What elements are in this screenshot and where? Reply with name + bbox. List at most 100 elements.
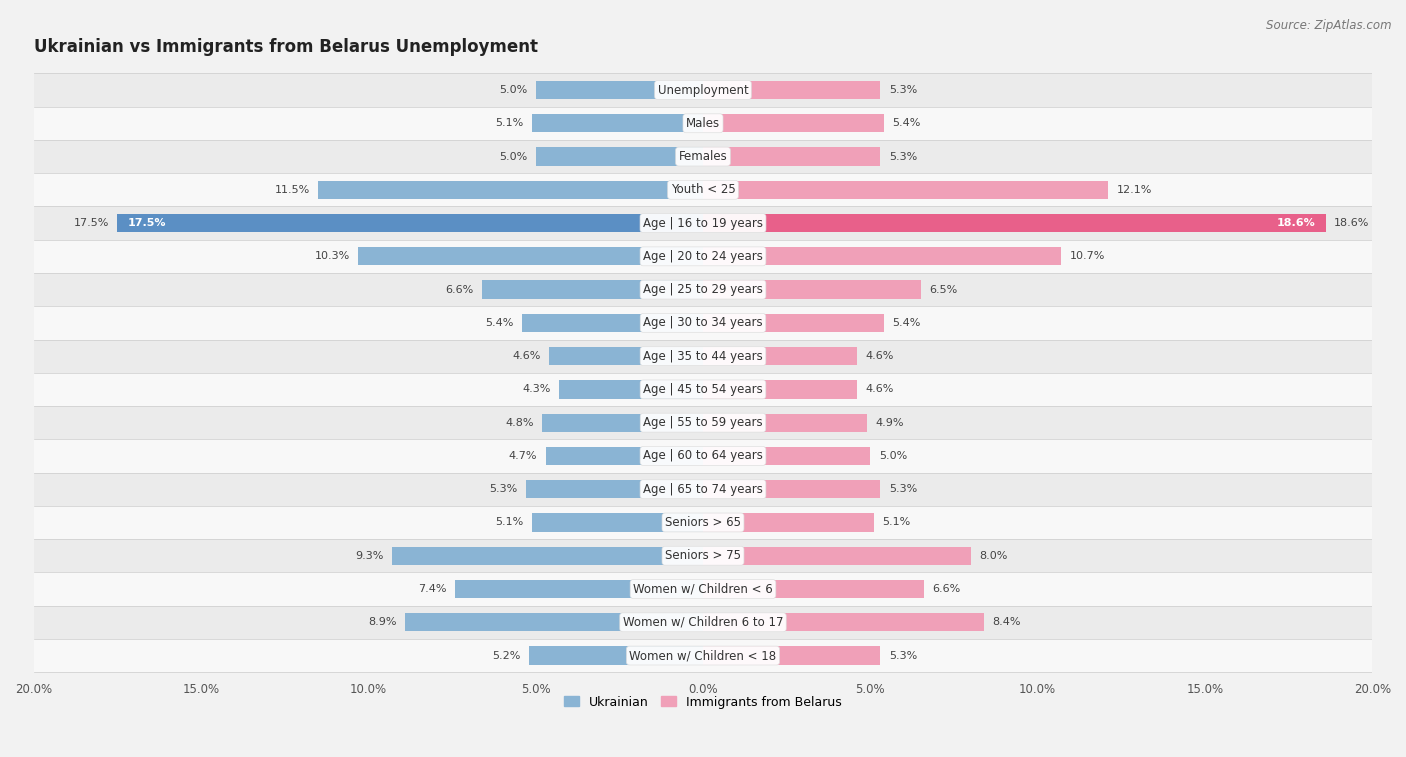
- Bar: [34, 240, 1372, 273]
- Bar: [536, 81, 703, 99]
- Text: Seniors > 65: Seniors > 65: [665, 516, 741, 529]
- Text: 10.7%: 10.7%: [1070, 251, 1105, 261]
- Text: Youth < 25: Youth < 25: [671, 183, 735, 196]
- Bar: [703, 380, 858, 398]
- Bar: [703, 81, 880, 99]
- Bar: [533, 114, 703, 132]
- Text: 9.3%: 9.3%: [354, 551, 384, 561]
- Text: Age | 16 to 19 years: Age | 16 to 19 years: [643, 217, 763, 229]
- Text: 5.2%: 5.2%: [492, 650, 520, 661]
- Text: 4.9%: 4.9%: [876, 418, 904, 428]
- Bar: [546, 447, 703, 465]
- Bar: [703, 181, 1108, 199]
- Text: Age | 60 to 64 years: Age | 60 to 64 years: [643, 450, 763, 463]
- Bar: [34, 572, 1372, 606]
- Text: Ukrainian vs Immigrants from Belarus Unemployment: Ukrainian vs Immigrants from Belarus Une…: [34, 38, 537, 56]
- Text: Males: Males: [686, 117, 720, 129]
- Text: 4.6%: 4.6%: [512, 351, 541, 361]
- Bar: [34, 439, 1372, 472]
- Bar: [703, 214, 1326, 232]
- Text: Age | 20 to 24 years: Age | 20 to 24 years: [643, 250, 763, 263]
- Legend: Ukrainian, Immigrants from Belarus: Ukrainian, Immigrants from Belarus: [560, 690, 846, 714]
- Text: Unemployment: Unemployment: [658, 83, 748, 96]
- Bar: [318, 181, 703, 199]
- Text: 5.0%: 5.0%: [879, 451, 907, 461]
- Bar: [392, 547, 703, 565]
- Bar: [34, 307, 1372, 339]
- Bar: [405, 613, 703, 631]
- Text: Seniors > 75: Seniors > 75: [665, 550, 741, 562]
- Bar: [703, 547, 970, 565]
- Bar: [34, 339, 1372, 372]
- Text: 18.6%: 18.6%: [1277, 218, 1316, 228]
- Text: 4.6%: 4.6%: [865, 385, 894, 394]
- Bar: [34, 506, 1372, 539]
- Bar: [533, 513, 703, 531]
- Bar: [34, 539, 1372, 572]
- Bar: [34, 273, 1372, 307]
- Text: Age | 25 to 29 years: Age | 25 to 29 years: [643, 283, 763, 296]
- Bar: [34, 406, 1372, 439]
- Text: 5.0%: 5.0%: [499, 85, 527, 95]
- Bar: [34, 173, 1372, 207]
- Text: 5.1%: 5.1%: [496, 518, 524, 528]
- Bar: [703, 114, 884, 132]
- Text: 12.1%: 12.1%: [1116, 185, 1152, 195]
- Text: Source: ZipAtlas.com: Source: ZipAtlas.com: [1267, 19, 1392, 32]
- Bar: [34, 372, 1372, 406]
- Text: Age | 45 to 54 years: Age | 45 to 54 years: [643, 383, 763, 396]
- Bar: [560, 380, 703, 398]
- Text: 6.6%: 6.6%: [932, 584, 960, 594]
- Bar: [34, 472, 1372, 506]
- Bar: [536, 148, 703, 166]
- Text: Females: Females: [679, 150, 727, 163]
- Bar: [703, 280, 921, 299]
- Text: 5.4%: 5.4%: [893, 118, 921, 128]
- Bar: [703, 413, 868, 431]
- Text: 4.6%: 4.6%: [865, 351, 894, 361]
- Text: 6.6%: 6.6%: [446, 285, 474, 294]
- Text: 17.5%: 17.5%: [128, 218, 166, 228]
- Text: 5.3%: 5.3%: [889, 484, 917, 494]
- Text: 18.6%: 18.6%: [1334, 218, 1369, 228]
- Text: 10.3%: 10.3%: [315, 251, 350, 261]
- Bar: [34, 73, 1372, 107]
- Text: 5.3%: 5.3%: [489, 484, 517, 494]
- Bar: [359, 248, 703, 266]
- Text: Age | 55 to 59 years: Age | 55 to 59 years: [643, 416, 763, 429]
- Bar: [543, 413, 703, 431]
- Text: 5.4%: 5.4%: [893, 318, 921, 328]
- Text: 5.1%: 5.1%: [882, 518, 910, 528]
- Text: 11.5%: 11.5%: [274, 185, 309, 195]
- Bar: [34, 140, 1372, 173]
- Text: Women w/ Children < 6: Women w/ Children < 6: [633, 582, 773, 596]
- Bar: [703, 613, 984, 631]
- Bar: [703, 347, 858, 366]
- Bar: [34, 107, 1372, 140]
- Text: Women w/ Children < 18: Women w/ Children < 18: [630, 649, 776, 662]
- Bar: [34, 639, 1372, 672]
- Text: 8.4%: 8.4%: [993, 617, 1021, 628]
- Bar: [703, 480, 880, 498]
- Bar: [526, 480, 703, 498]
- Bar: [117, 214, 703, 232]
- Bar: [34, 606, 1372, 639]
- Bar: [548, 347, 703, 366]
- Text: 4.7%: 4.7%: [509, 451, 537, 461]
- Bar: [703, 313, 884, 332]
- Bar: [482, 280, 703, 299]
- Text: 5.3%: 5.3%: [889, 85, 917, 95]
- Bar: [703, 148, 880, 166]
- Text: 5.4%: 5.4%: [485, 318, 513, 328]
- Bar: [703, 646, 880, 665]
- Bar: [703, 580, 924, 598]
- Text: 8.0%: 8.0%: [979, 551, 1008, 561]
- Text: Age | 30 to 34 years: Age | 30 to 34 years: [643, 316, 763, 329]
- Text: 4.3%: 4.3%: [522, 385, 551, 394]
- Text: Age | 65 to 74 years: Age | 65 to 74 years: [643, 483, 763, 496]
- Text: 17.5%: 17.5%: [73, 218, 108, 228]
- Bar: [456, 580, 703, 598]
- Text: Women w/ Children 6 to 17: Women w/ Children 6 to 17: [623, 615, 783, 629]
- Text: 5.3%: 5.3%: [889, 650, 917, 661]
- Bar: [34, 207, 1372, 240]
